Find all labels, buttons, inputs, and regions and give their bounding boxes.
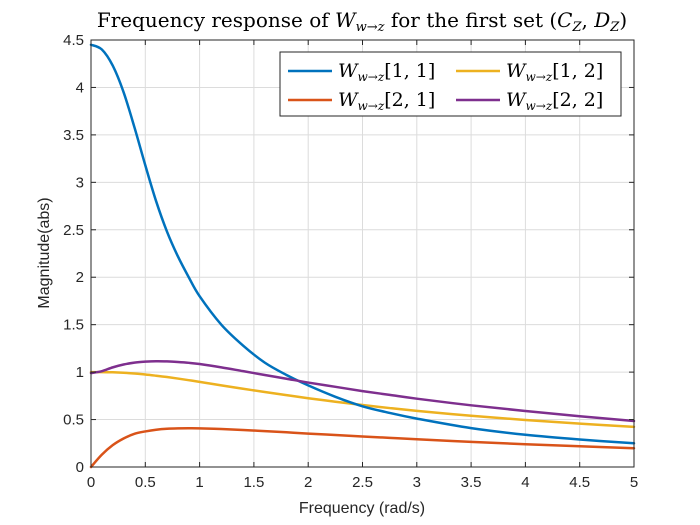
x-tick-label: 0 bbox=[87, 474, 95, 491]
legend-label-base: W bbox=[506, 89, 527, 111]
y-tick-label: 1 bbox=[76, 364, 84, 381]
y-tick-label: 3.5 bbox=[63, 127, 84, 144]
series-line-3 bbox=[89, 427, 636, 469]
legend-box bbox=[279, 51, 622, 117]
axis-ticks: 0 0.5 1 1.5 2 2.5 3 3.5 4 4.5 5 0 0.5 1 1.5 2 2.5 3 3.5 4 4.… bbox=[63, 32, 638, 491]
y-tick-label: 2 bbox=[76, 269, 84, 286]
legend-label-base: W bbox=[338, 89, 359, 111]
y-tick-label: 0.5 bbox=[63, 412, 84, 429]
y-tick-label: 2.5 bbox=[63, 222, 84, 239]
y-tick-label: 0 bbox=[76, 459, 84, 476]
chart-title: Frequency response of Ww→z for the first… bbox=[97, 8, 627, 35]
legend-label-base: W bbox=[506, 60, 527, 82]
title-prefix: Frequency response of bbox=[97, 8, 335, 32]
legend-label-base: W bbox=[338, 60, 359, 82]
y-tick-label: 3 bbox=[76, 174, 84, 191]
title-suffix: for the first set ( bbox=[384, 8, 557, 32]
legend-label-3: Ww→z[2, 1] bbox=[338, 89, 435, 113]
legend-label-sub: w→z bbox=[358, 99, 385, 113]
series-line-4 bbox=[89, 359, 636, 423]
title-symbol: W bbox=[335, 8, 357, 32]
y-tick-label: 4 bbox=[76, 79, 84, 96]
y-tick-label: 1.5 bbox=[63, 317, 84, 334]
x-tick-label: 3 bbox=[413, 474, 421, 491]
title-d-sub: Z bbox=[609, 20, 620, 35]
x-tick-label: 4.5 bbox=[569, 474, 590, 491]
x-tick-label: 3.5 bbox=[461, 474, 482, 491]
x-tick-label: 0.5 bbox=[135, 474, 156, 491]
legend: Ww→z[1, 1] Ww→z[1, 2]Ww→z[2, 1] Ww→z[2, 2] bbox=[279, 51, 622, 117]
legend-label-1: Ww→z[1, 1] bbox=[338, 60, 435, 84]
legend-label-idx: [2, 2] bbox=[552, 89, 603, 111]
legend-label-sub: w→z bbox=[526, 70, 553, 84]
legend-label-sub: w→z bbox=[526, 99, 553, 113]
title-c: C bbox=[557, 8, 572, 32]
title-c-sub: Z bbox=[571, 20, 582, 35]
title-sep: , bbox=[582, 8, 595, 32]
title-subscript: w→z bbox=[356, 20, 385, 35]
legend-label-4: Ww→z[2, 2] bbox=[506, 89, 603, 113]
legend-label-idx: [2, 1] bbox=[384, 89, 435, 111]
x-axis-label: Frequency (rad/s) bbox=[299, 500, 425, 517]
x-tick-label: 4 bbox=[521, 474, 529, 491]
legend-label-idx: [1, 2] bbox=[552, 60, 603, 82]
x-tick-label: 2 bbox=[304, 474, 312, 491]
title-d: D bbox=[593, 8, 610, 32]
x-tick-label: 1 bbox=[195, 474, 203, 491]
legend-label-sub: w→z bbox=[358, 70, 385, 84]
title-close: ) bbox=[619, 8, 627, 32]
x-tick-label: 5 bbox=[630, 474, 638, 491]
series-lines bbox=[89, 43, 636, 469]
legend-label-idx: [1, 1] bbox=[384, 60, 435, 82]
y-tick-label: 4.5 bbox=[63, 32, 84, 49]
x-tick-label: 1.5 bbox=[243, 474, 264, 491]
legend-label-2: Ww→z[1, 2] bbox=[506, 60, 603, 84]
series-line-2 bbox=[89, 370, 636, 429]
y-axis-label: Magnitude(abs) bbox=[36, 197, 53, 308]
x-tick-label: 2.5 bbox=[352, 474, 373, 491]
series-line-1 bbox=[89, 43, 636, 445]
